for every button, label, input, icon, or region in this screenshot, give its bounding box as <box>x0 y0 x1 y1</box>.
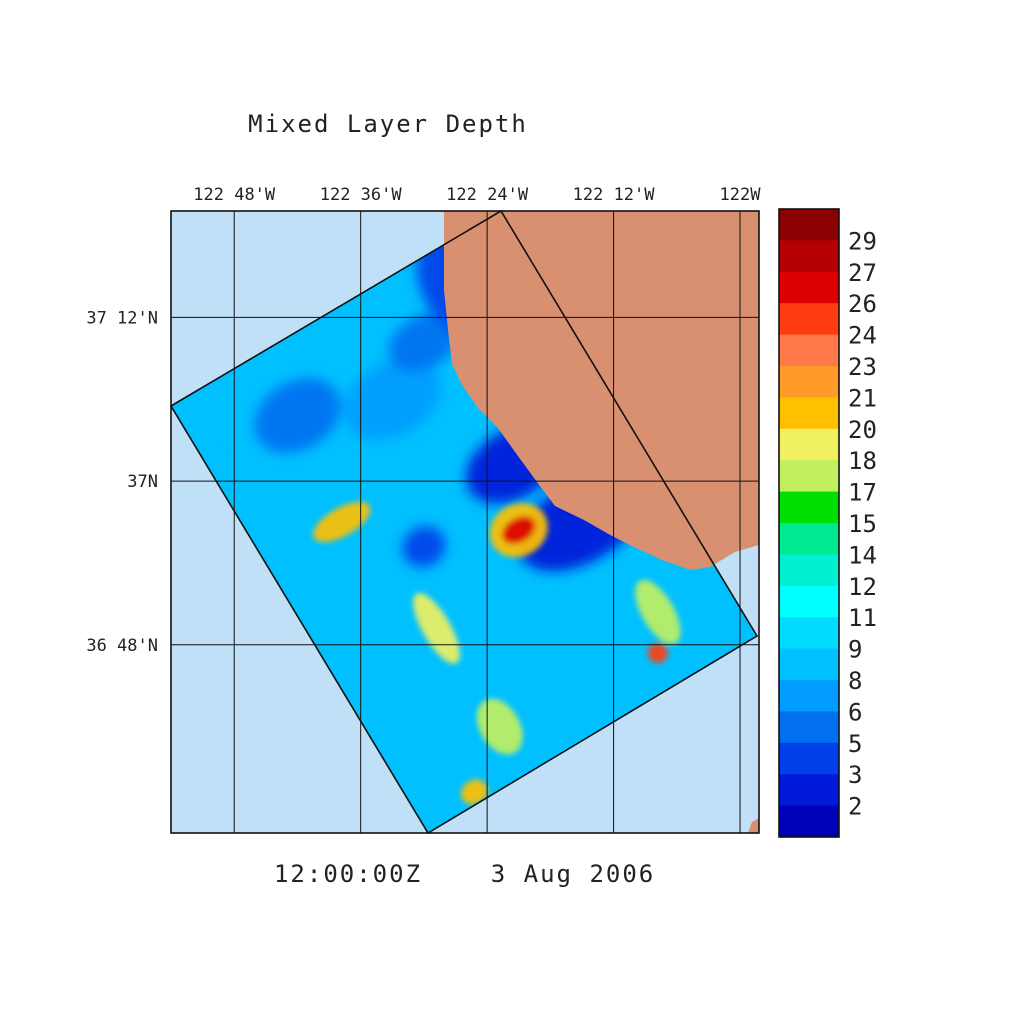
colorbar-label: 27 <box>848 259 877 287</box>
colorbar-label: 24 <box>848 322 877 350</box>
colorbar-label: 9 <box>848 636 862 664</box>
plot-frame <box>170 210 760 834</box>
colorbar-label: 29 <box>848 227 877 255</box>
colorbar-label: 26 <box>848 290 877 318</box>
colorbar-swatch <box>779 366 839 398</box>
colorbar-swatch <box>779 711 839 744</box>
colorbar-swatch <box>779 617 839 650</box>
colorbar-swatch <box>779 648 839 681</box>
colorbar-label: 11 <box>848 604 877 632</box>
colorbar-label: 3 <box>848 761 862 789</box>
colorbar-label: 14 <box>848 541 877 569</box>
colorbar-swatch <box>779 303 839 336</box>
mld-feature <box>635 579 681 645</box>
colorbar-swatch <box>779 680 839 712</box>
colorbar-label: 23 <box>848 353 877 381</box>
y-tick-label: 36 48'N <box>86 636 158 656</box>
colorbar-swatch <box>779 334 839 367</box>
land-mask <box>444 211 759 833</box>
grid-lines <box>171 211 759 833</box>
x-tick-label: 122 36'W <box>320 185 403 205</box>
x-tick-label: 122 24'W <box>446 185 529 205</box>
mld-feature <box>476 698 523 755</box>
colorbar-swatch <box>779 585 839 618</box>
mld-feature <box>402 526 446 568</box>
domain-outline <box>169 209 759 835</box>
date-label: 3 Aug 2006 <box>491 860 656 888</box>
colorbar-swatch <box>779 240 839 273</box>
colorbar-swatch <box>779 523 839 555</box>
plot-area <box>169 209 760 835</box>
mld-feature <box>460 779 489 805</box>
colorbar-label: 5 <box>848 730 862 758</box>
land-area <box>748 818 759 833</box>
y-tick-label: 37N <box>127 472 158 492</box>
mld-feature <box>343 358 441 440</box>
colorbar: 29 27 26 24 23 21 20 18 17 15 14 12 11 9 8 6 5 3 2 <box>778 208 877 838</box>
x-tick-label: 122 48'W <box>193 185 276 205</box>
land-area <box>444 211 759 570</box>
colorbar-label: 18 <box>848 447 877 475</box>
x-tick-label: 122 12'W <box>573 185 656 205</box>
mld-feature <box>413 593 460 664</box>
y-tick-label: 37 12'N <box>86 308 158 328</box>
colorbar-swatch <box>779 554 839 587</box>
colorbar-frame <box>778 208 840 838</box>
y-axis-ticks: 37 12'N 37N 36 48'N <box>86 308 158 655</box>
colorbar-swatch <box>779 428 839 461</box>
colorbar-label: 6 <box>848 698 862 726</box>
colorbar-label: 12 <box>848 573 877 601</box>
colorbar-swatch <box>779 742 839 775</box>
colorbar-swatch <box>779 460 839 493</box>
mld-feature <box>647 642 668 663</box>
chart-title: Mixed Layer Depth <box>248 110 528 138</box>
colorbar-label: 20 <box>848 416 877 444</box>
colorbar-label: 17 <box>848 479 877 507</box>
colorbar-label: 21 <box>848 384 877 412</box>
x-axis-ticks: 122 48'W 122 36'W 122 24'W 122 12'W 122W <box>193 185 761 205</box>
colorbar-swatch <box>779 271 839 304</box>
colorbar-swatch <box>779 774 839 807</box>
colorbar-label: 15 <box>848 510 877 538</box>
mld-feature <box>313 501 371 543</box>
colorbar-swatch <box>779 397 839 430</box>
mld-feature <box>502 516 536 544</box>
mld-feature <box>254 378 341 453</box>
colorbar-swatch <box>779 209 839 241</box>
time-label: 12:00:00Z <box>274 860 422 888</box>
colorbar-label: 2 <box>848 793 862 821</box>
colorbar-label: 8 <box>848 667 862 695</box>
colorbar-swatch <box>779 491 839 524</box>
mld-feature <box>388 312 460 372</box>
x-tick-label: 122W <box>720 185 762 205</box>
colorbar-swatch <box>779 805 839 838</box>
